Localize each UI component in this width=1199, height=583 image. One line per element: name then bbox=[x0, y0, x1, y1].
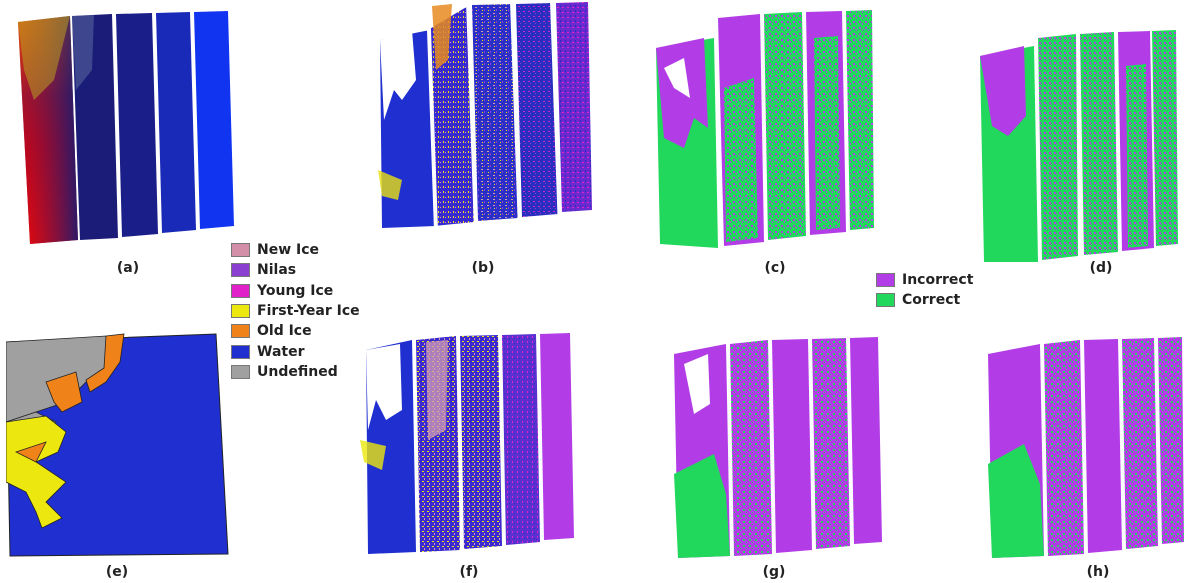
accuracy-legend: Incorrect Correct bbox=[876, 270, 973, 311]
legend-swatch-nilas bbox=[231, 263, 250, 278]
legend-item-new-ice: New Ice bbox=[231, 240, 360, 260]
legend-swatch-incorrect bbox=[876, 273, 895, 288]
legend-swatch-new-ice bbox=[231, 243, 250, 258]
panel-c-accuracy-map bbox=[654, 8, 874, 248]
legend-label: Old Ice bbox=[257, 323, 312, 340]
legend-swatch-correct bbox=[876, 293, 895, 308]
legend-label: Correct bbox=[902, 292, 961, 309]
panel-f-classification-map bbox=[356, 330, 574, 556]
legend-label: First-Year Ice bbox=[257, 303, 360, 320]
caption-a: (a) bbox=[116, 260, 140, 276]
caption-d: (d) bbox=[1089, 260, 1113, 276]
legend-swatch-young-ice bbox=[231, 283, 250, 298]
panel-d-accuracy-map bbox=[978, 26, 1178, 264]
panel-e-ice-chart bbox=[6, 332, 230, 558]
legend-item-undefined: Undefined bbox=[231, 362, 360, 382]
legend-item-first-year-ice: First-Year Ice bbox=[231, 301, 360, 321]
legend-item-old-ice: Old Ice bbox=[231, 321, 360, 341]
ice-type-legend: New Ice Nilas Young Ice First-Year Ice O… bbox=[231, 240, 360, 382]
legend-item-incorrect: Incorrect bbox=[876, 270, 973, 290]
legend-item-nilas: Nilas bbox=[231, 260, 360, 280]
legend-label: Water bbox=[257, 343, 305, 360]
legend-label: Undefined bbox=[257, 363, 338, 380]
legend-swatch-old-ice bbox=[231, 324, 250, 339]
panel-g-accuracy-map bbox=[664, 334, 882, 560]
caption-b: (b) bbox=[471, 260, 495, 276]
caption-f: (f) bbox=[459, 564, 479, 580]
legend-swatch-water bbox=[231, 344, 250, 359]
panel-a-sar-image bbox=[14, 10, 244, 248]
caption-c: (c) bbox=[764, 260, 786, 276]
legend-item-young-ice: Young Ice bbox=[231, 281, 360, 301]
legend-label: New Ice bbox=[257, 242, 320, 259]
legend-label: Incorrect bbox=[902, 272, 974, 289]
caption-e: (e) bbox=[105, 564, 129, 580]
legend-swatch-first-year-ice bbox=[231, 304, 250, 319]
panel-h-accuracy-map bbox=[984, 334, 1184, 560]
legend-item-correct: Correct bbox=[876, 290, 973, 310]
caption-g: (g) bbox=[762, 564, 786, 580]
legend-item-water: Water bbox=[231, 341, 360, 361]
legend-label: Nilas bbox=[257, 262, 297, 279]
legend-swatch-undefined bbox=[231, 364, 250, 379]
panel-b-classification-map bbox=[372, 0, 592, 232]
legend-label: Young Ice bbox=[257, 282, 334, 299]
caption-h: (h) bbox=[1086, 564, 1110, 580]
